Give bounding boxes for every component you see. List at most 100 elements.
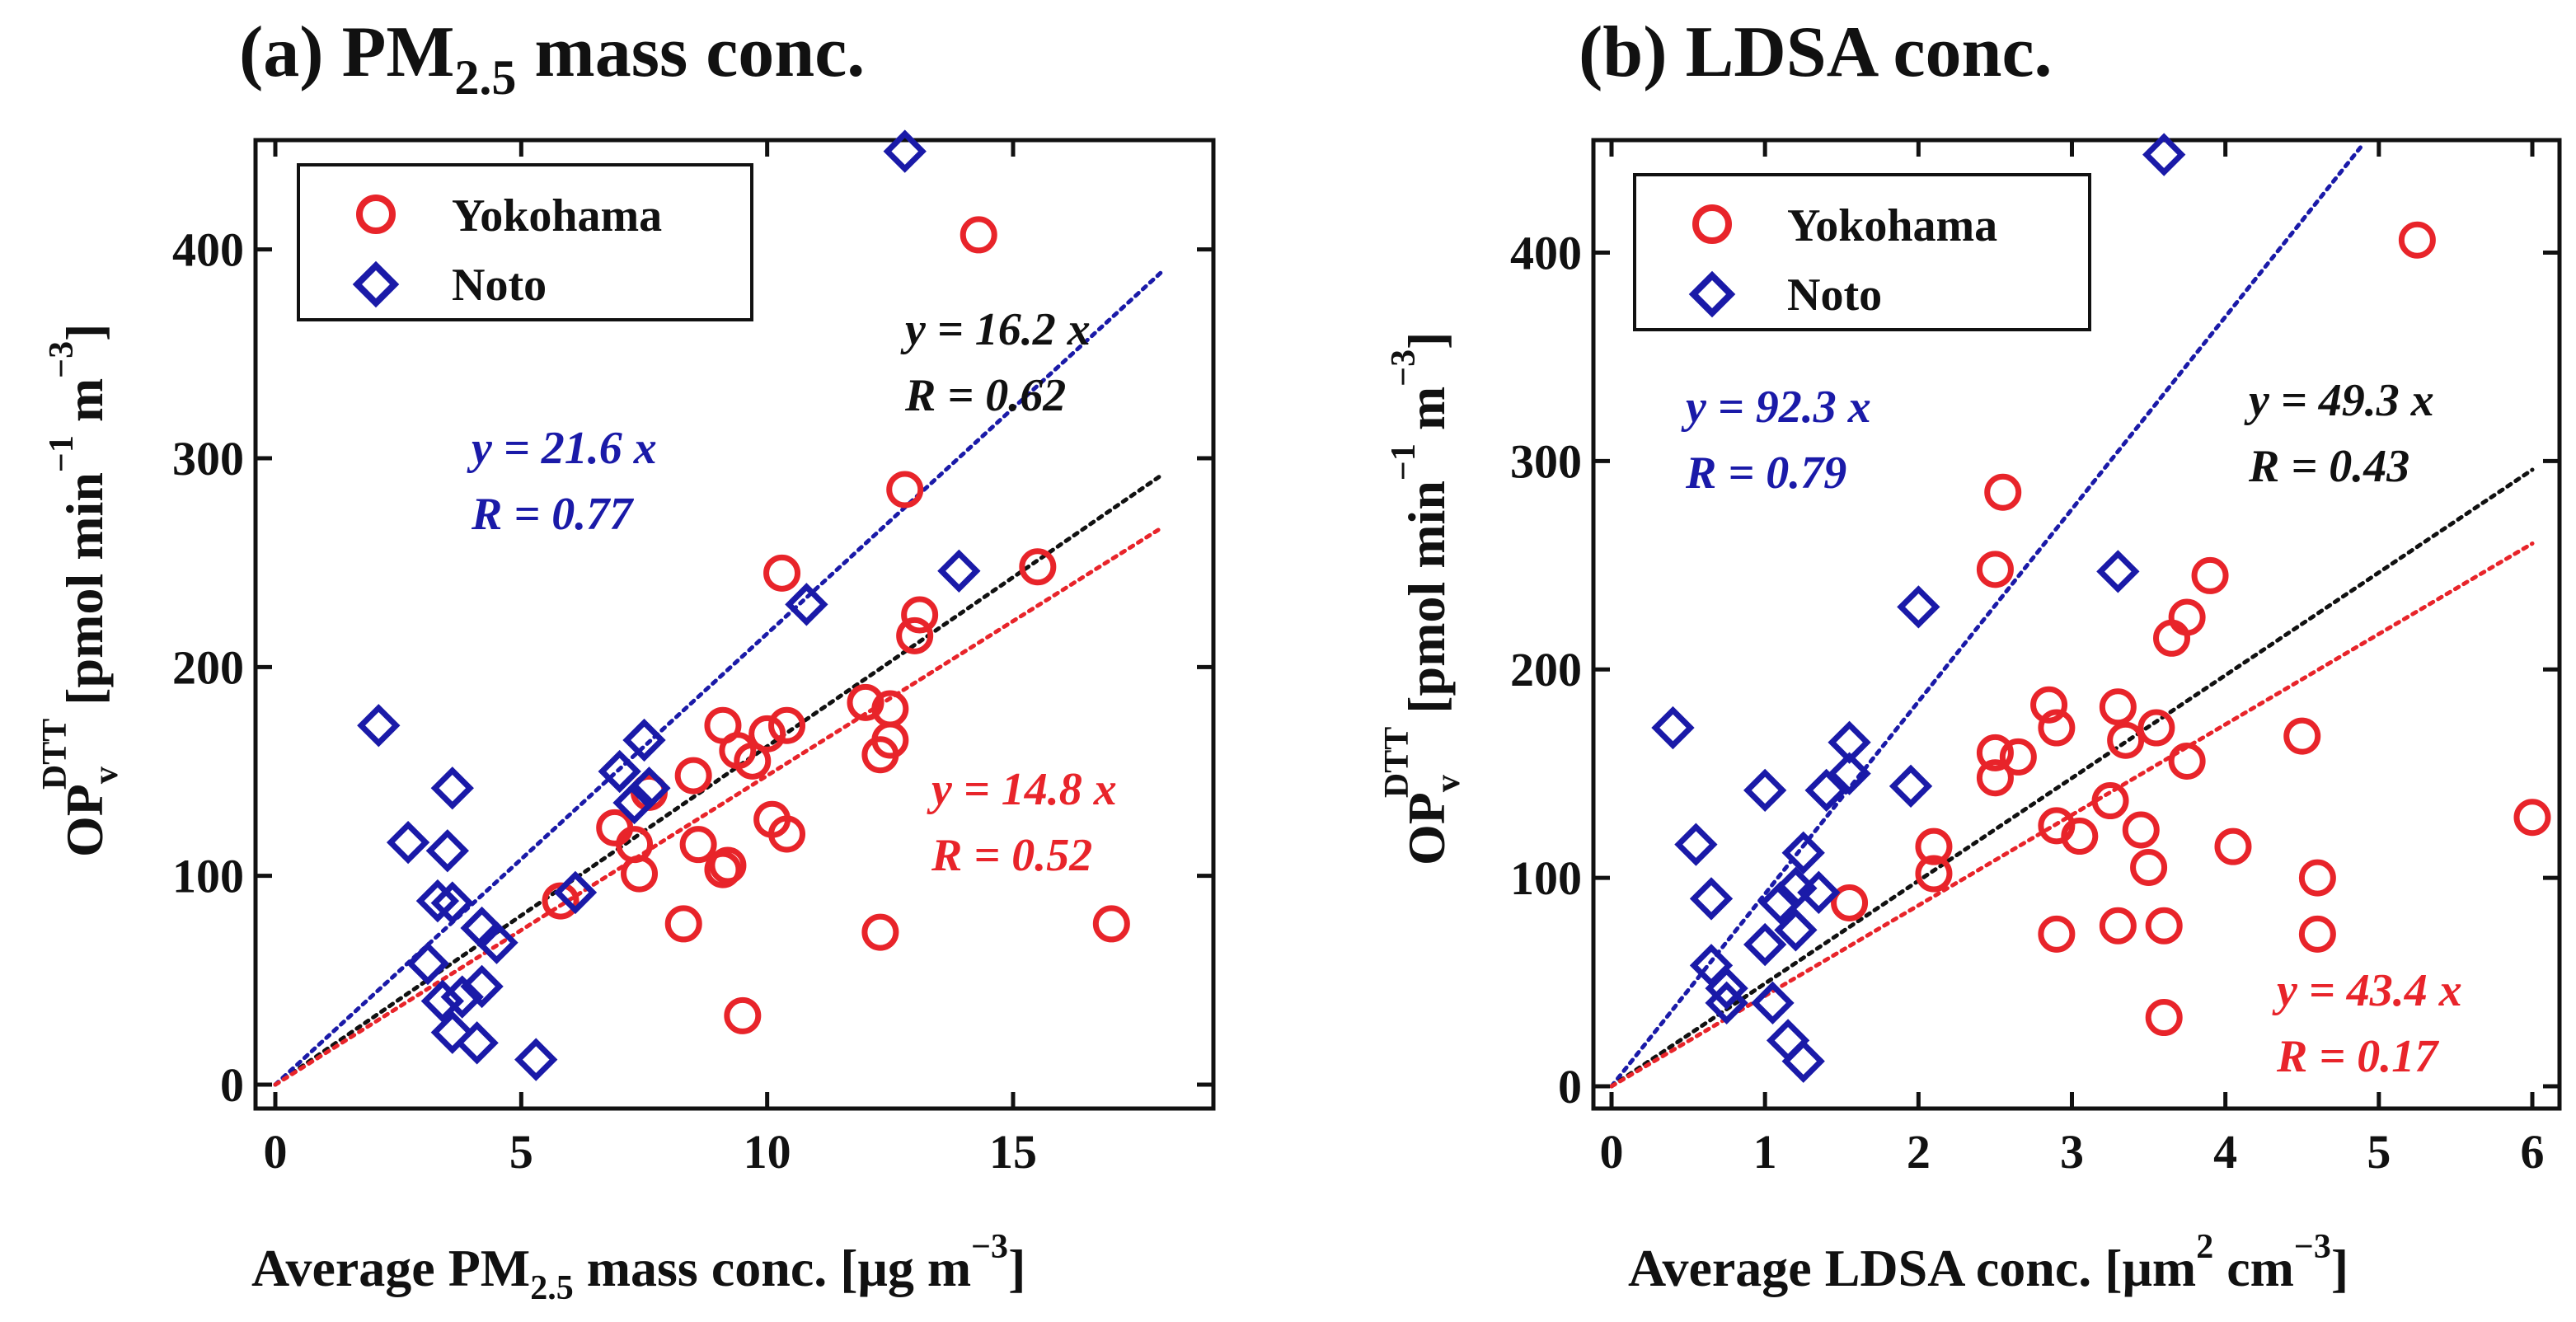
panel-a-title: (a) PM2.5 mass conc.	[239, 12, 865, 105]
panel-a-x-axis-label: Average PM2.5 mass conc. [μg m−3]	[251, 1228, 1025, 1307]
panel-a-fit-line-0	[273, 473, 1163, 1087]
panel-b-x-axis-label: Average LDSA conc. [μm2 cm−3]	[1628, 1228, 2348, 1297]
panel-b-fit-line-1	[1609, 467, 2535, 1089]
panel-b-y-tick-label: 300	[1510, 434, 1582, 488]
panel-a-point-noto	[406, 941, 450, 986]
panel-a-legend-noto-marker	[352, 260, 400, 308]
panel-a-point-yokohama	[847, 683, 884, 721]
panel-b-point-yokohama	[2130, 848, 2168, 886]
panel-a-point-noto	[598, 749, 641, 794]
panel-a-point-yokohama	[679, 826, 717, 864]
panel-b-point-yokohama	[1999, 738, 2037, 776]
panel-b-point-noto	[1781, 1039, 1825, 1083]
panel-b-point-noto	[1828, 720, 1871, 764]
panel-a-point-noto	[514, 1038, 558, 1081]
panel-a-point-yokohama	[901, 596, 939, 634]
panel-b-point-yokohama	[2145, 907, 2183, 945]
panel-a-point-yokohama	[886, 471, 924, 509]
panel-b-point-yokohama	[1976, 551, 2014, 588]
panel-b-point-yokohama	[2091, 782, 2129, 820]
panel-a-point-noto	[460, 964, 504, 1009]
panel-b-x-tick-label: 6	[2521, 1125, 2545, 1179]
panel-b-point-yokohama	[2298, 859, 2336, 897]
panel-b-point-noto	[1781, 831, 1825, 874]
panel-a-y-tick-label: 300	[172, 432, 244, 485]
panel-b-point-yokohama	[2145, 999, 2183, 1037]
panel-a-x-tick-label: 5	[509, 1125, 533, 1179]
panel-a-point-yokohama	[734, 742, 772, 780]
panel-a-fit-line-2	[273, 526, 1163, 1087]
panel-b-point-yokohama	[2030, 686, 2068, 724]
panel-b-x-tick-label: 5	[2367, 1125, 2391, 1179]
panel-b-point-yokohama	[2061, 818, 2099, 856]
panel-b-point-noto	[1651, 706, 1695, 750]
panel-a-point-noto	[425, 829, 469, 873]
panel-a-point-noto	[430, 881, 474, 925]
panel-a-point-yokohama	[709, 846, 747, 884]
panel-a-point-noto	[440, 975, 484, 1019]
panel-a-points	[357, 129, 1130, 1081]
panel-a-point-noto	[785, 583, 828, 626]
panel-b-point-yokohama	[2099, 907, 2137, 945]
panel-b-fit-blue-r: R = 0.79	[1685, 448, 1846, 499]
panel-a-point-noto	[553, 870, 598, 915]
panel-b-point-noto	[1897, 585, 1940, 629]
panel-a-fit-black-r: R = 0.62	[904, 370, 1066, 421]
panel-a-x-tick-label: 0	[264, 1125, 288, 1179]
panel-a-fit-black-eq: y = 16.2 x	[900, 304, 1091, 355]
panel-b-point-noto	[1774, 908, 1818, 952]
panel-b-point-noto	[1797, 870, 1841, 914]
panel-b-fit-black-eq: y = 49.3 x	[2244, 375, 2434, 426]
panel-a-legend-yokohama-label: Yokohama	[452, 190, 662, 241]
panel-a-point-noto	[475, 921, 518, 964]
panel-b-point-noto	[1705, 981, 1748, 1025]
panel-a-fit-red-r: R = 0.52	[931, 830, 1092, 881]
panel-b-fit-black-r: R = 0.43	[2248, 441, 2409, 492]
panel-a-point-yokohama	[896, 616, 934, 654]
panel-b-point-yokohama	[2168, 742, 2206, 780]
panel-a-point-yokohama	[724, 996, 762, 1034]
panel-a-y-tick-label: 0	[220, 1058, 244, 1112]
panel-a-legend-noto-label: Noto	[452, 260, 547, 311]
panel-a-y-tick-label: 200	[172, 640, 244, 694]
panel-a-fit-blue-r: R = 0.77	[471, 489, 634, 540]
panel-b-x-tick-label: 2	[1907, 1125, 1931, 1179]
panel-b-point-yokohama	[2038, 915, 2076, 953]
panel-a-point-yokohama	[1019, 548, 1057, 586]
panel-b-point-yokohama	[1984, 473, 2022, 511]
panel-a-point-yokohama	[861, 913, 899, 951]
panel-b-point-noto	[1758, 881, 1802, 925]
panel-b-legend-noto-label: Noto	[1787, 270, 1882, 321]
panel-b-point-noto	[1828, 752, 1871, 795]
panel-a-point-noto	[386, 820, 430, 865]
panel-b-point-yokohama	[2038, 807, 2076, 845]
panel-a-point-noto	[937, 549, 981, 593]
panel-a-y-axis-label: OPvDTT [pmol min−1 m−3]	[36, 324, 125, 857]
panel-b-y-tick-label: 400	[1510, 226, 1582, 279]
panel-a-point-yokohama	[664, 905, 702, 943]
panel-b-fit-red-eq: y = 43.4 x	[2272, 965, 2462, 1016]
panel-a-point-yokohama	[768, 815, 806, 853]
panel-b-x-tick-label: 3	[2060, 1125, 2084, 1179]
panel-b-points	[1651, 133, 2551, 1083]
panel-b-x-tick-label: 0	[1600, 1125, 1624, 1179]
panel-b-point-yokohama	[2099, 688, 2137, 726]
panel-b: (b) LDSA conc. 0 1 2 3 4 5 6 0 100 200 300 400 Yoko…	[1378, 12, 2562, 1297]
panel-b-point-yokohama	[2191, 556, 2229, 594]
panel-b-point-noto	[1751, 981, 1795, 1025]
panel-b-point-yokohama	[2122, 811, 2160, 849]
panel-a-y-tick-label: 400	[172, 223, 244, 277]
panel-a-point-yokohama	[871, 690, 909, 728]
panel-a-point-yokohama	[960, 216, 997, 254]
panel-a-legend-yokohama-marker	[356, 195, 396, 234]
panel-b-point-yokohama	[2298, 915, 2336, 953]
panel-b-point-noto	[2142, 133, 2186, 176]
panel-b-y-tick-label: 200	[1510, 643, 1582, 696]
panel-b-title: (b) LDSA conc.	[1579, 12, 2053, 92]
panel-a-x-tick-label: 10	[744, 1125, 791, 1179]
panel-b-x-tick-label: 4	[2213, 1125, 2237, 1179]
panel-a-x-tick-label: 15	[989, 1125, 1037, 1179]
panel-b-legend: Yokohama Noto	[1633, 173, 2091, 331]
panel-b-point-yokohama	[1831, 884, 1869, 921]
